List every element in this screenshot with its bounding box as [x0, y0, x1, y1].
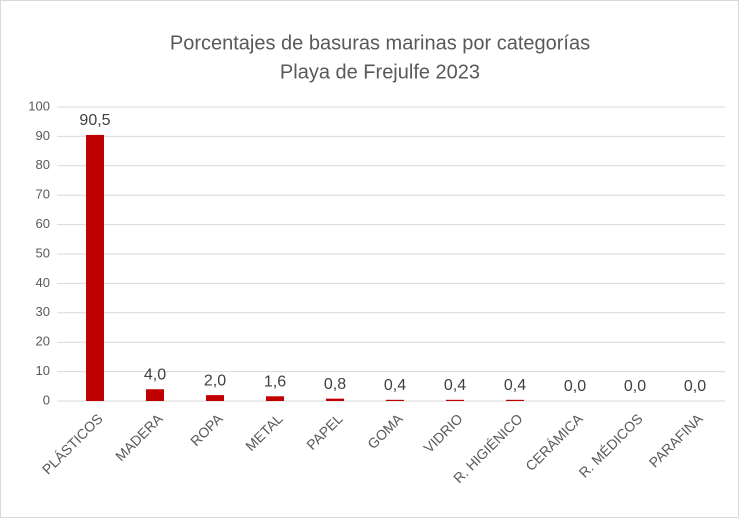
value-label: 1,6: [264, 374, 286, 391]
y-tick-label: 70: [36, 187, 50, 202]
bar: [146, 389, 164, 401]
value-label: 0,8: [324, 376, 346, 393]
y-tick-label: 10: [36, 363, 50, 378]
chart-subtitle: Playa de Frejulfe 2023: [280, 61, 480, 83]
y-tick-label: 50: [36, 245, 50, 260]
value-label: 0,0: [624, 378, 646, 395]
value-label: 0,4: [444, 377, 466, 394]
y-tick-label: 90: [36, 128, 50, 143]
y-tick-label: 0: [43, 392, 50, 407]
value-label: 4,0: [144, 366, 166, 383]
bar: [86, 134, 104, 401]
y-tick-label: 100: [28, 98, 50, 113]
bar: [446, 399, 464, 401]
value-label: 2,0: [204, 372, 226, 389]
bar: [326, 398, 344, 401]
y-tick-label: 40: [36, 275, 50, 290]
bar: [386, 399, 404, 401]
value-label: 0,0: [564, 378, 586, 395]
value-label: 0,0: [684, 378, 706, 395]
chart-title: Porcentajes de basuras marinas por categ…: [170, 32, 590, 54]
value-label: 0,4: [384, 377, 406, 394]
y-tick-label: 30: [36, 304, 50, 319]
bar: [206, 395, 224, 401]
value-label: 0,4: [504, 377, 526, 394]
bar: [266, 396, 284, 401]
y-tick-label: 20: [36, 334, 50, 349]
y-tick-label: 60: [36, 216, 50, 231]
bar: [506, 399, 524, 401]
value-label: 90,5: [79, 112, 110, 129]
y-tick-label: 80: [36, 157, 50, 172]
